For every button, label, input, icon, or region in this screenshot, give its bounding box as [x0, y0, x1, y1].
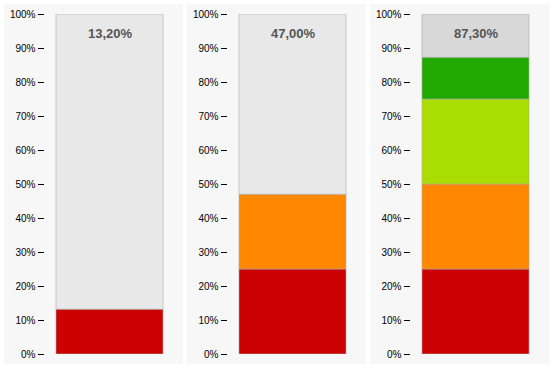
- svg-text:50%: 50%: [15, 179, 35, 190]
- svg-text:60%: 60%: [381, 145, 401, 156]
- svg-text:80%: 80%: [381, 77, 401, 88]
- svg-text:90%: 90%: [15, 43, 35, 54]
- svg-text:40%: 40%: [381, 213, 401, 224]
- svg-text:30%: 30%: [381, 247, 401, 258]
- svg-text:20%: 20%: [198, 281, 218, 292]
- svg-text:70%: 70%: [381, 111, 401, 122]
- svg-text:100%: 100%: [376, 9, 402, 20]
- svg-text:60%: 60%: [15, 145, 35, 156]
- svg-text:10%: 10%: [15, 315, 35, 326]
- svg-text:70%: 70%: [15, 111, 35, 122]
- svg-text:80%: 80%: [198, 77, 218, 88]
- svg-text:50%: 50%: [198, 179, 218, 190]
- svg-text:10%: 10%: [198, 315, 218, 326]
- svg-text:60%: 60%: [198, 145, 218, 156]
- svg-text:20%: 20%: [15, 281, 35, 292]
- svg-text:0%: 0%: [204, 349, 219, 360]
- svg-text:90%: 90%: [198, 43, 218, 54]
- svg-text:40%: 40%: [15, 213, 35, 224]
- svg-text:50%: 50%: [381, 179, 401, 190]
- svg-text:0%: 0%: [21, 349, 36, 360]
- svg-text:100%: 100%: [10, 9, 36, 20]
- svg-text:90%: 90%: [381, 43, 401, 54]
- svg-text:13,20%: 13,20%: [88, 26, 133, 41]
- svg-text:80%: 80%: [15, 77, 35, 88]
- svg-text:30%: 30%: [15, 247, 35, 258]
- svg-text:20%: 20%: [381, 281, 401, 292]
- svg-text:0%: 0%: [387, 349, 402, 360]
- svg-text:47,00%: 47,00%: [271, 26, 316, 41]
- svg-text:40%: 40%: [198, 213, 218, 224]
- svg-text:100%: 100%: [193, 9, 219, 20]
- svg-text:70%: 70%: [198, 111, 218, 122]
- svg-text:10%: 10%: [381, 315, 401, 326]
- svg-text:87,30%: 87,30%: [454, 26, 499, 41]
- svg-text:30%: 30%: [198, 247, 218, 258]
